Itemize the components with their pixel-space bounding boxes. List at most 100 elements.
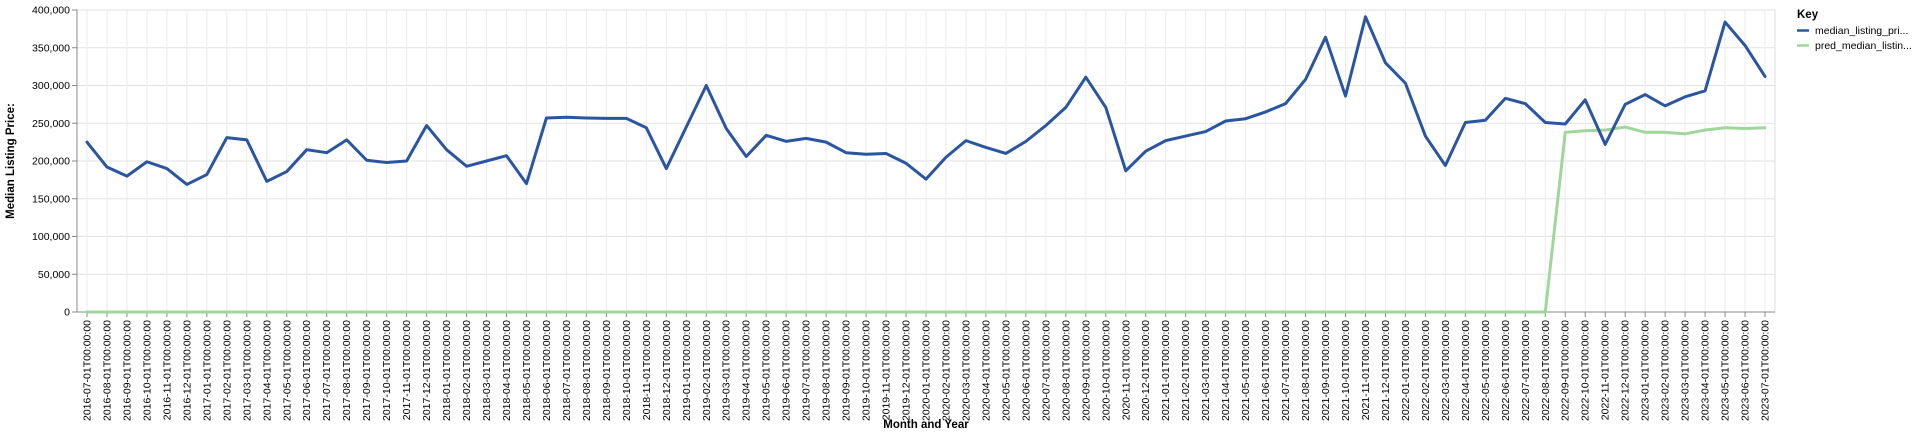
x-tick-label: 2022-01-01T00:00:00 bbox=[1400, 320, 1412, 421]
x-tick-label: 2021-07-01T00:00:00 bbox=[1280, 320, 1292, 421]
x-tick-label: 2017-07-01T00:00:00 bbox=[321, 320, 333, 421]
legend-label-0: median_listing_pri... bbox=[1815, 25, 1908, 37]
x-tick-label: 2022-12-01T00:00:00 bbox=[1620, 320, 1632, 421]
x-tick-label: 2019-05-01T00:00:00 bbox=[761, 320, 773, 421]
legend-title: Key bbox=[1797, 9, 1819, 21]
x-tick-label: 2017-10-01T00:00:00 bbox=[381, 320, 393, 421]
x-tick-label: 2019-12-01T00:00:00 bbox=[901, 320, 913, 421]
x-tick-label: 2016-07-01T00:00:00 bbox=[81, 320, 93, 421]
x-tick-label: 2019-08-01T00:00:00 bbox=[821, 320, 833, 421]
x-tick-label: 2018-08-01T00:00:00 bbox=[581, 320, 593, 421]
x-tick-label: 2018-12-01T00:00:00 bbox=[661, 320, 673, 421]
x-tick-label: 2018-06-01T00:00:00 bbox=[541, 320, 553, 421]
x-tick-label: 2018-05-01T00:00:00 bbox=[521, 320, 533, 421]
legend-label-1: pred_median_listin... bbox=[1815, 40, 1912, 52]
x-tick-label: 2020-02-01T00:00:00 bbox=[940, 320, 952, 421]
y-axis-title: Median Listing Price: bbox=[5, 103, 17, 219]
x-axis-title: Month and Year bbox=[883, 419, 969, 431]
y-tick-label: 400,000 bbox=[32, 5, 70, 17]
x-tick-label: 2016-09-01T00:00:00 bbox=[121, 320, 133, 421]
x-tick-label: 2023-04-01T00:00:00 bbox=[1700, 320, 1712, 421]
x-tick-label: 2020-04-01T00:00:00 bbox=[980, 320, 992, 421]
x-tick-label: 2017-11-01T00:00:00 bbox=[401, 320, 413, 420]
y-tick-label: 350,000 bbox=[32, 42, 70, 54]
series-line-1 bbox=[85, 125, 1767, 314]
series-line-0 bbox=[85, 15, 1767, 186]
x-tick-label: 2017-08-01T00:00:00 bbox=[341, 320, 353, 421]
x-tick-label: 2022-09-01T00:00:00 bbox=[1560, 320, 1572, 421]
x-tick-label: 2017-02-01T00:00:00 bbox=[221, 320, 233, 421]
x-tick-label: 2016-11-01T00:00:00 bbox=[161, 320, 173, 420]
x-tick-label: 2021-04-01T00:00:00 bbox=[1220, 320, 1232, 421]
x-tick-label: 2019-03-01T00:00:00 bbox=[721, 320, 733, 421]
x-tick-label: 2019-11-01T00:00:00 bbox=[881, 320, 893, 420]
x-tick-label: 2022-11-01T00:00:00 bbox=[1600, 320, 1612, 420]
x-tick-label: 2016-12-01T00:00:00 bbox=[181, 320, 193, 421]
y-tick-label: 300,000 bbox=[32, 80, 70, 92]
x-tick-label: 2019-04-01T00:00:00 bbox=[741, 320, 753, 421]
x-tick-label: 2016-08-01T00:00:00 bbox=[101, 320, 113, 421]
x-tick-label: 2021-02-01T00:00:00 bbox=[1180, 320, 1192, 421]
x-tick-label: 2021-06-01T00:00:00 bbox=[1260, 320, 1272, 421]
y-tick-label: 50,000 bbox=[38, 269, 70, 281]
y-tick-label: 0 bbox=[64, 307, 70, 319]
x-tick-label: 2022-06-01T00:00:00 bbox=[1500, 320, 1512, 421]
x-tick-label: 2019-01-01T00:00:00 bbox=[681, 320, 693, 421]
x-tick-label: 2017-01-01T00:00:00 bbox=[201, 320, 213, 421]
x-tick-label: 2018-01-01T00:00:00 bbox=[441, 320, 453, 421]
x-tick-label: 2023-03-01T00:00:00 bbox=[1680, 320, 1692, 421]
x-tick-label: 2020-08-01T00:00:00 bbox=[1060, 320, 1072, 421]
x-tick-label: 2020-01-01T00:00:00 bbox=[921, 320, 933, 421]
x-tick-label: 2019-06-01T00:00:00 bbox=[781, 320, 793, 421]
x-tick-label: 2016-10-01T00:00:00 bbox=[141, 320, 153, 421]
x-tick-label: 2023-07-01T00:00:00 bbox=[1760, 320, 1772, 421]
x-tick-label: 2017-03-01T00:00:00 bbox=[241, 320, 253, 421]
x-tick-label: 2023-06-01T00:00:00 bbox=[1740, 320, 1752, 421]
x-tick-label: 2023-05-01T00:00:00 bbox=[1720, 320, 1732, 421]
x-tick-label: 2023-01-01T00:00:00 bbox=[1640, 320, 1652, 421]
x-tick-label: 2021-10-01T00:00:00 bbox=[1340, 320, 1352, 421]
x-tick-label: 2019-07-01T00:00:00 bbox=[801, 320, 813, 421]
x-tick-label: 2017-12-01T00:00:00 bbox=[421, 320, 433, 421]
x-tick-label: 2020-11-01T00:00:00 bbox=[1120, 320, 1132, 420]
x-tick-label: 2018-03-01T00:00:00 bbox=[481, 320, 493, 421]
x-tick-label: 2021-03-01T00:00:00 bbox=[1200, 320, 1212, 421]
x-tick-label: 2020-05-01T00:00:00 bbox=[1000, 320, 1012, 421]
x-tick-label: 2020-09-01T00:00:00 bbox=[1080, 320, 1092, 421]
x-tick-label: 2018-04-01T00:00:00 bbox=[501, 320, 513, 421]
x-tick-label: 2021-12-01T00:00:00 bbox=[1380, 320, 1392, 421]
x-tick-label: 2022-03-01T00:00:00 bbox=[1440, 320, 1452, 421]
x-tick-label: 2021-08-01T00:00:00 bbox=[1300, 320, 1312, 421]
x-tick-label: 2018-11-01T00:00:00 bbox=[641, 320, 653, 420]
x-tick-label: 2019-02-01T00:00:00 bbox=[701, 320, 713, 421]
x-tick-label: 2022-08-01T00:00:00 bbox=[1540, 320, 1552, 421]
x-tick-label: 2017-09-01T00:00:00 bbox=[361, 320, 373, 421]
x-tick-label: 2019-09-01T00:00:00 bbox=[841, 320, 853, 421]
x-tick-label: 2021-09-01T00:00:00 bbox=[1320, 320, 1332, 421]
x-tick-label: 2017-06-01T00:00:00 bbox=[301, 320, 313, 421]
y-tick-label: 150,000 bbox=[32, 193, 70, 205]
y-tick-label: 200,000 bbox=[32, 156, 70, 168]
x-tick-label: 2022-07-01T00:00:00 bbox=[1520, 320, 1532, 421]
x-tick-label: 2023-02-01T00:00:00 bbox=[1660, 320, 1672, 421]
y-tick-label: 250,000 bbox=[32, 118, 70, 130]
x-tick-label: 2018-07-01T00:00:00 bbox=[561, 320, 573, 421]
x-tick-label: 2018-02-01T00:00:00 bbox=[461, 320, 473, 421]
x-tick-label: 2021-05-01T00:00:00 bbox=[1240, 320, 1252, 421]
x-tick-label: 2019-10-01T00:00:00 bbox=[861, 320, 873, 421]
x-tick-label: 2021-11-01T00:00:00 bbox=[1360, 320, 1372, 420]
x-tick-label: 2020-10-01T00:00:00 bbox=[1100, 320, 1112, 421]
x-tick-label: 2022-05-01T00:00:00 bbox=[1480, 320, 1492, 421]
x-tick-label: 2018-10-01T00:00:00 bbox=[621, 320, 633, 421]
x-tick-label: 2021-01-01T00:00:00 bbox=[1160, 320, 1172, 421]
x-tick-label: 2020-12-01T00:00:00 bbox=[1140, 320, 1152, 421]
x-tick-label: 2022-10-01T00:00:00 bbox=[1580, 320, 1592, 421]
x-tick-label: 2017-05-01T00:00:00 bbox=[281, 320, 293, 421]
x-tick-label: 2017-04-01T00:00:00 bbox=[261, 320, 273, 421]
y-tick-label: 100,000 bbox=[32, 231, 70, 243]
x-tick-label: 2022-04-01T00:00:00 bbox=[1460, 320, 1472, 421]
x-tick-label: 2020-06-01T00:00:00 bbox=[1020, 320, 1032, 421]
x-tick-label: 2018-09-01T00:00:00 bbox=[601, 320, 613, 421]
